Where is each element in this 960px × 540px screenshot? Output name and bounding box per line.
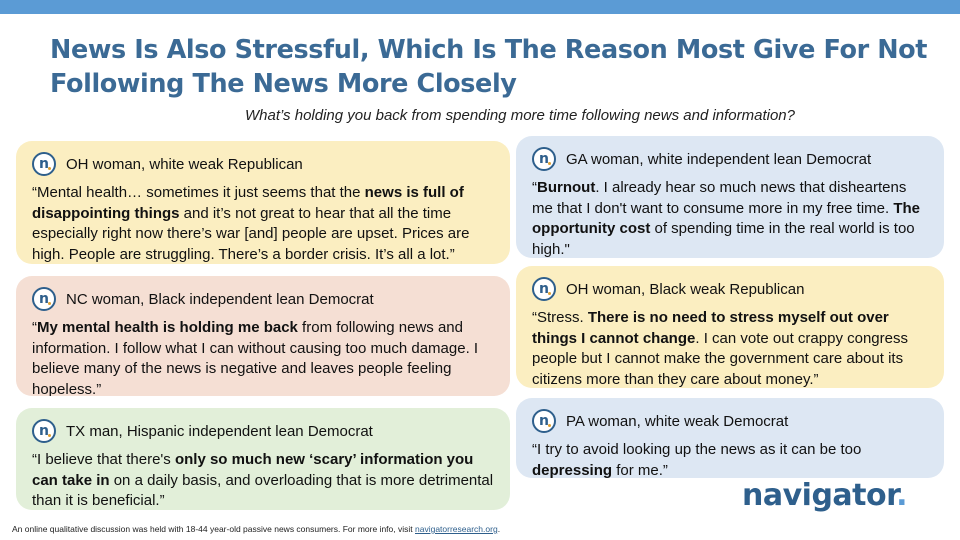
navigator-logo-icon: n	[532, 277, 556, 301]
speaker-label: PA woman, white weak Democrat	[566, 412, 789, 430]
navigator-logo-icon: n	[532, 147, 556, 171]
quote-card-nc-woman-black: n NC woman, Black independent lean Democ…	[16, 276, 510, 396]
speaker-label: GA woman, white independent lean Democra…	[566, 150, 872, 168]
speaker-label: TX man, Hispanic independent lean Democr…	[66, 422, 373, 440]
quote-card-pa-woman-white: n PA woman, white weak Democrat “I try t…	[516, 398, 944, 478]
navigator-logo-icon: n	[532, 409, 556, 433]
top-accent-bar	[0, 0, 960, 14]
quote-text: “Stress. There is no need to stress myse…	[532, 309, 908, 388]
quote-card-tx-man-hispanic: n TX man, Hispanic independent lean Demo…	[16, 408, 510, 510]
speaker-label: OH woman, Black weak Republican	[566, 280, 805, 298]
speaker-label: OH woman, white weak Republican	[66, 155, 303, 173]
quote-card-ga-woman-white: n GA woman, white independent lean Democ…	[516, 136, 944, 258]
footer-note: An online qualitative discussion was hel…	[12, 524, 501, 534]
quote-text: “I try to avoid looking up the news as i…	[532, 441, 862, 478]
question-subtitle: What’s holding you back from spending mo…	[244, 107, 795, 124]
page-title: News Is Also Stressful, Which Is The Rea…	[50, 35, 928, 99]
quote-text: “Mental health… sometimes it just seems …	[32, 184, 470, 263]
quote-text: “I believe that there's only so much new…	[32, 451, 494, 509]
navigator-logo-icon: n	[32, 287, 56, 311]
speaker-label: NC woman, Black independent lean Democra…	[66, 290, 374, 308]
quote-text: “Burnout. I already hear so much news th…	[532, 179, 921, 258]
quote-card-oh-woman-white: n OH woman, white weak Republican “Menta…	[16, 141, 510, 264]
quote-text: “My mental health is holding me back fro…	[32, 319, 479, 396]
quote-card-oh-woman-black: n OH woman, Black weak Republican “Stres…	[516, 266, 944, 388]
navigator-brand-logo: navigator.	[742, 478, 908, 513]
navigator-logo-icon: n	[32, 419, 56, 443]
navigator-research-link[interactable]: navigatorresearch.org	[415, 524, 498, 534]
navigator-logo-icon: n	[32, 152, 56, 176]
